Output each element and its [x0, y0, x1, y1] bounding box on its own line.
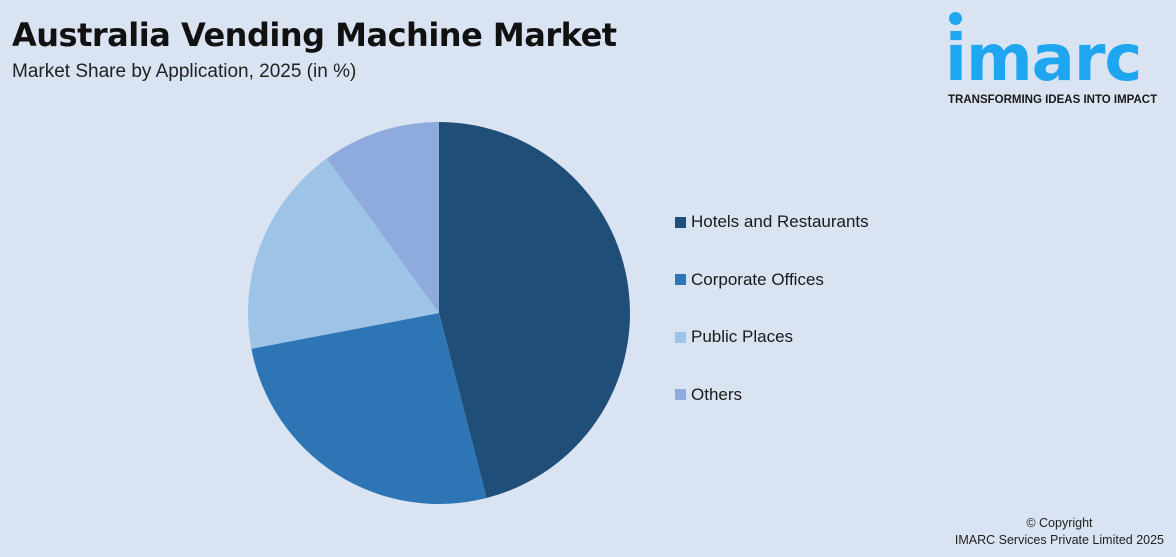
legend-item-others: Others: [675, 385, 869, 405]
chart-subtitle: Market Share by Application, 2025 (in %): [12, 61, 357, 82]
logo-dot-icon: [949, 12, 962, 25]
chart-legend: Hotels and Restaurants Corporate Offices…: [675, 212, 869, 442]
legend-swatch-icon: [675, 216, 686, 228]
copyright-line-2: IMARC Services Private Limited 2025: [954, 533, 1164, 547]
legend-item-hotels-and-restaurants: Hotels and Restaurants: [675, 212, 869, 232]
legend-item-public-places: Public Places: [675, 327, 869, 347]
legend-label: Hotels and Restaurants: [691, 212, 869, 231]
pie-slice-public-places: [247, 158, 439, 349]
copyright-notice: © Copyright IMARC Services Private Limit…: [955, 515, 1164, 549]
legend-label: Corporate Offices: [691, 269, 824, 289]
copyright-line-1: © Copyright: [1026, 516, 1093, 530]
legend-label: Public Places: [691, 327, 794, 346]
logo-tagline: TRANSFORMING IDEAS INTO IMPACT: [948, 94, 1158, 106]
imarc-logo: imarc TRANSFORMING IDEAS INTO IMPACT: [945, 10, 1170, 110]
legend-swatch-icon: [675, 274, 686, 285]
pie-slice-others: [326, 122, 439, 313]
legend-label: Others: [691, 384, 743, 404]
legend-swatch-icon: [675, 389, 686, 400]
chart-title: Australia Vending Machine Market: [12, 16, 617, 54]
logo-wordmark: imarc: [945, 22, 1142, 96]
pie-slice-corporate-offices: [251, 313, 487, 505]
legend-item-corporate-offices: Corporate Offices: [675, 270, 869, 290]
legend-swatch-icon: [675, 331, 686, 343]
pie-slice-hotels-and-restaurants: [439, 122, 631, 498]
